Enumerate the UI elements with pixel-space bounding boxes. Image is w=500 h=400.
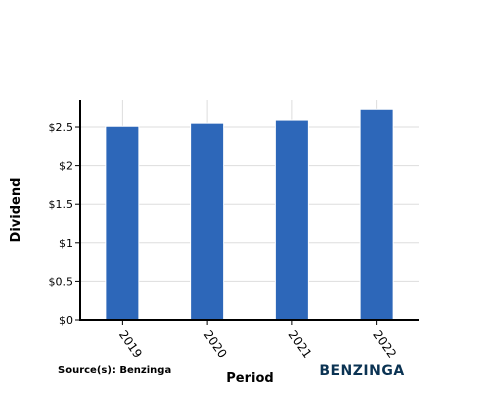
y-tick-label: $2.5 — [49, 121, 74, 134]
x-tick-label: 2021 — [285, 328, 314, 361]
bar-2019 — [105, 125, 140, 321]
y-tick-label: $2 — [59, 160, 73, 173]
bar-2021 — [274, 119, 309, 321]
x-tick-label: 2019 — [116, 328, 145, 361]
bar-2022 — [359, 108, 394, 321]
bar-2020 — [190, 122, 225, 321]
benzinga-logo: BENZINGA — [319, 363, 404, 379]
y-tick-label: $1 — [59, 237, 73, 250]
x-tick-label: 2020 — [201, 328, 230, 361]
y-tick-label: $1.5 — [49, 198, 74, 211]
source-label: Source(s): Benzinga — [58, 365, 171, 376]
bar-layer — [105, 108, 394, 321]
x-tick-labels: 2019 2020 2021 2022 — [116, 320, 399, 361]
x-axis-title: Period — [226, 371, 273, 386]
axis-layer — [79, 100, 419, 321]
y-tick-labels: $0 $0.5 $1 $1.5 $2 $2.5 — [49, 121, 80, 327]
y-tick-label: $0 — [59, 314, 73, 327]
y-axis-title: Dividend — [9, 178, 24, 243]
y-tick-label: $0.5 — [49, 275, 74, 288]
x-tick-label: 2022 — [370, 328, 399, 361]
